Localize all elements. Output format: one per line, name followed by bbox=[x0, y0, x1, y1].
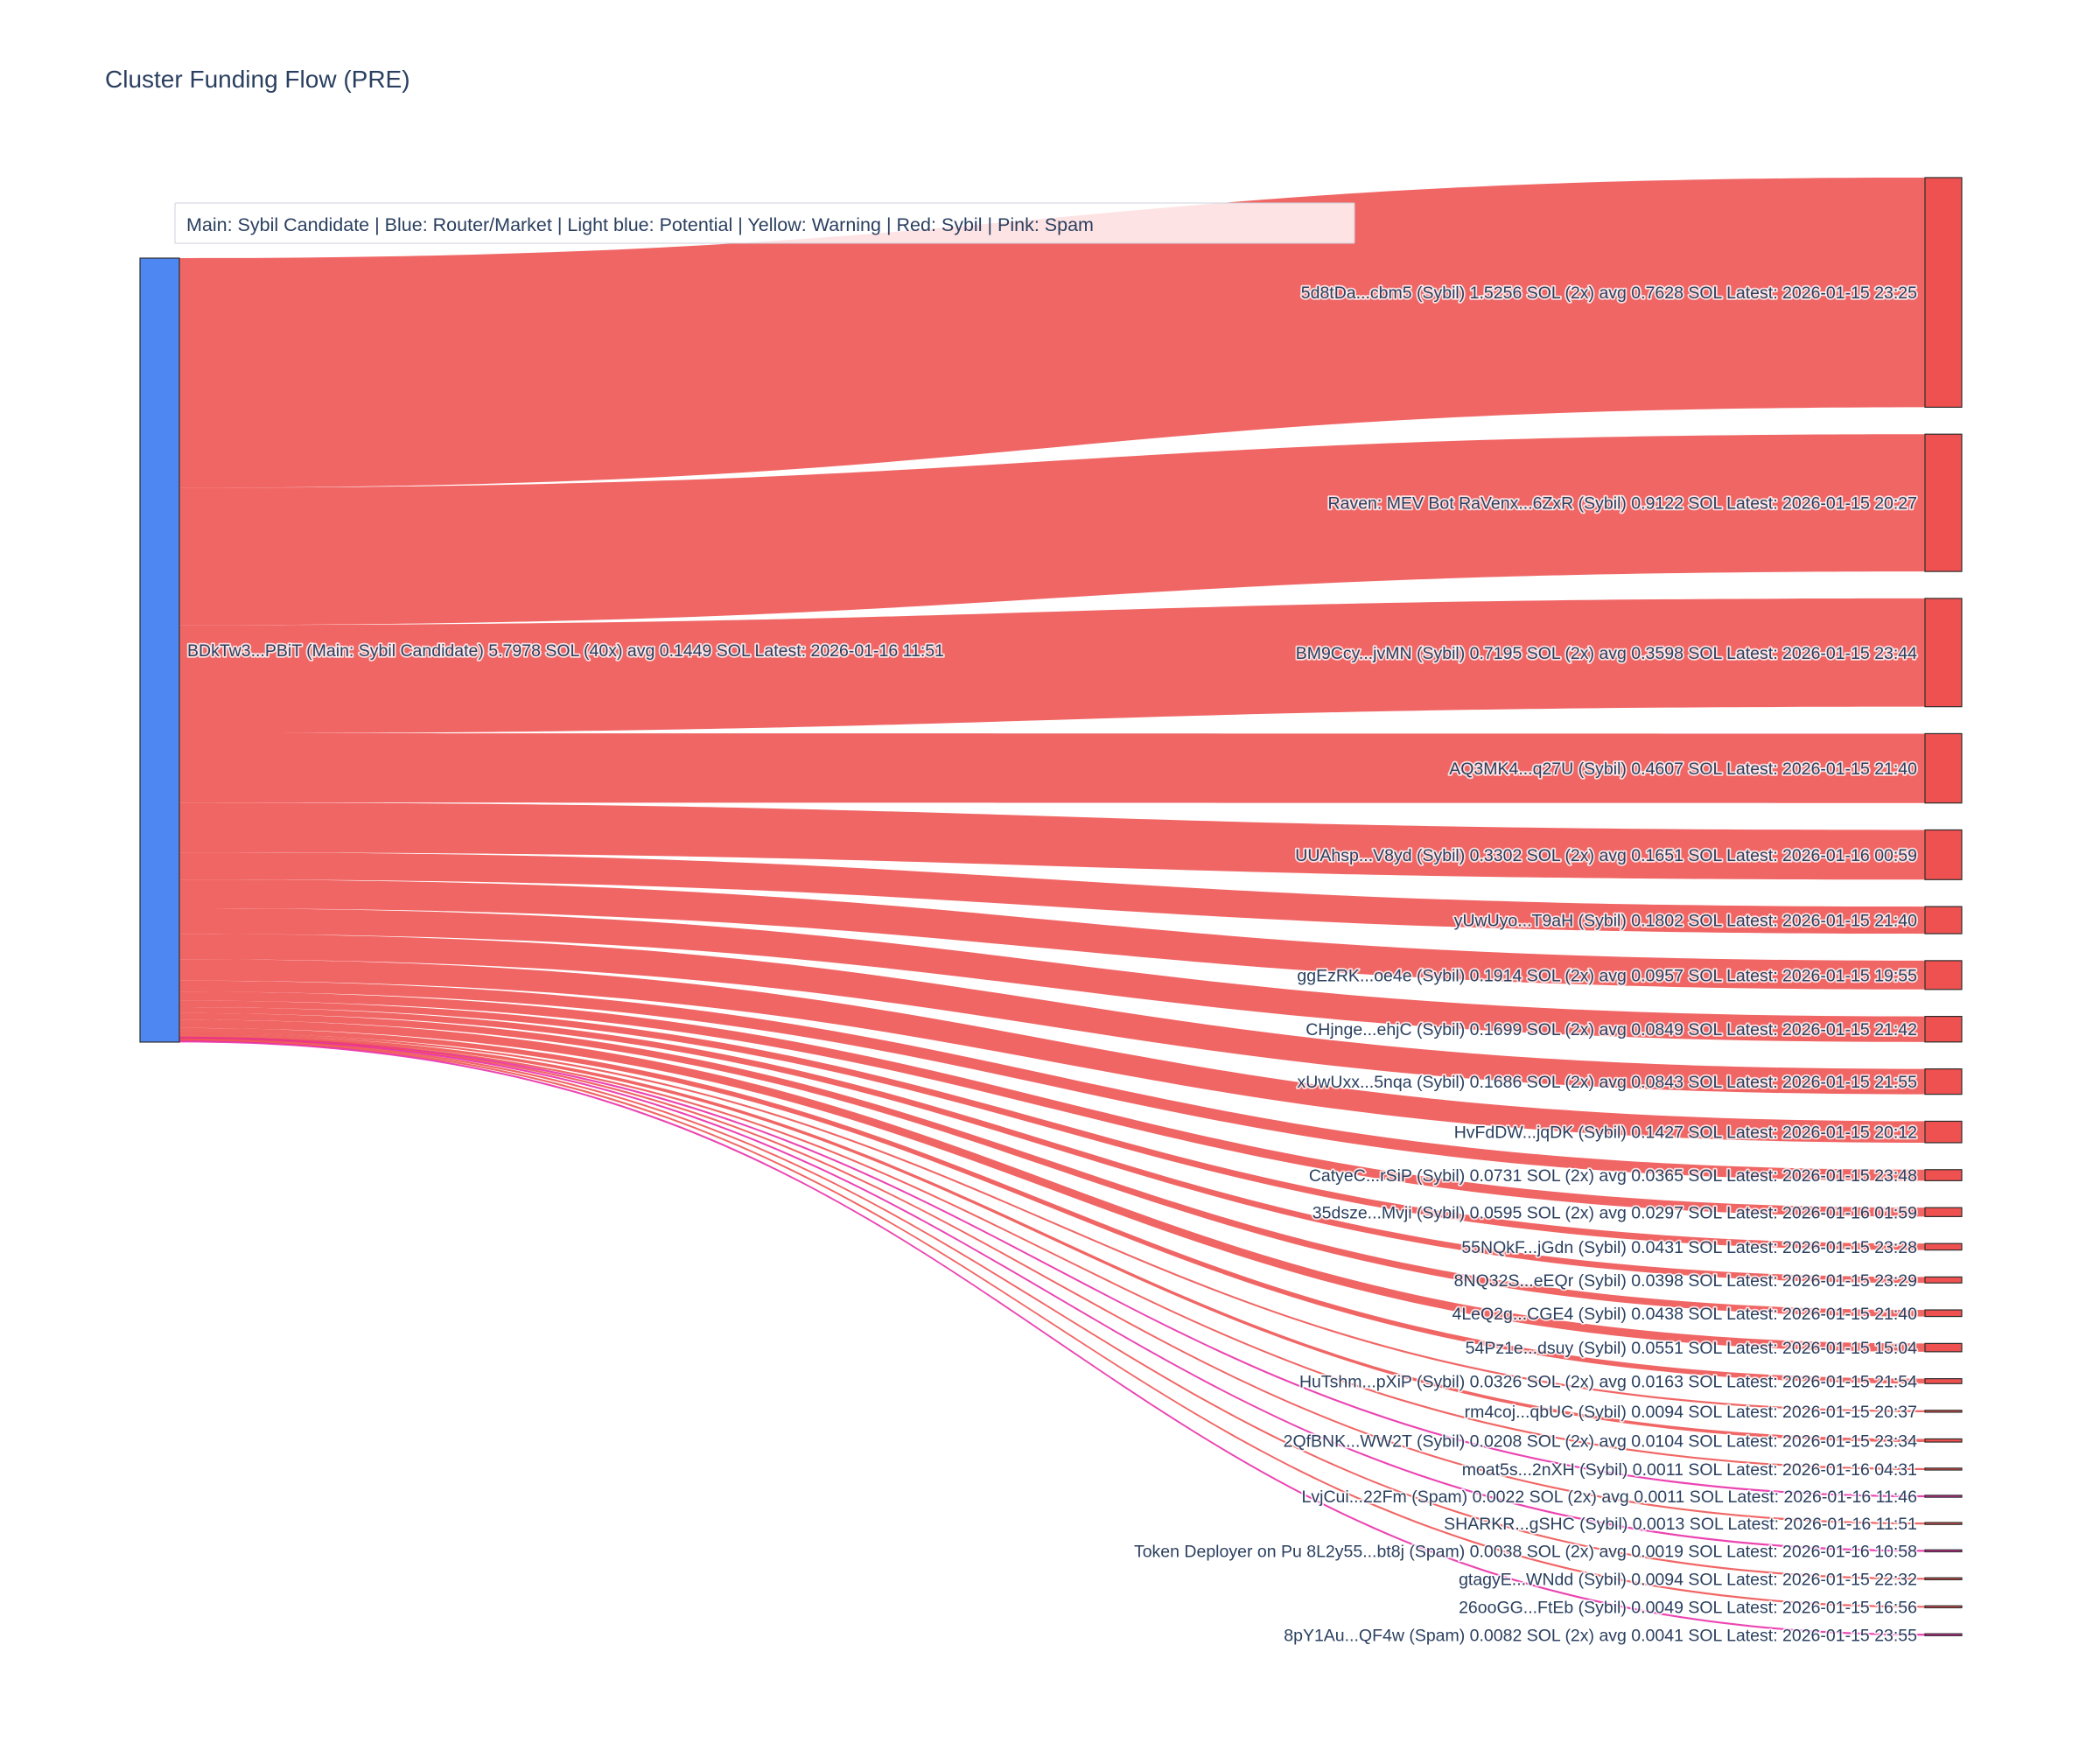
sankey-link[interactable] bbox=[179, 1034, 1925, 1443]
sankey-link[interactable] bbox=[179, 934, 1925, 1095]
sankey-node-target[interactable] bbox=[1924, 732, 1963, 804]
target-node-label: CatyeC...rSiP (Sybil) 0.0731 SOL (2x) av… bbox=[1309, 1166, 1917, 1186]
sankey-link[interactable] bbox=[179, 1032, 1925, 1412]
sankey-link[interactable] bbox=[179, 852, 1925, 934]
target-node-label: moat5s...2nXH (Sybil) 0.0011 SOL Latest:… bbox=[1462, 1460, 1917, 1480]
sankey-node-target[interactable] bbox=[1924, 1494, 1963, 1498]
target-node-label: 26ooGG...FtEb (Sybil) 0.0049 SOL Latest:… bbox=[1459, 1598, 1917, 1617]
sankey-link[interactable] bbox=[179, 1019, 1925, 1352]
target-node-label: gtagyE...WNdd (Sybil) 0.0094 SOL Latest:… bbox=[1459, 1570, 1917, 1589]
sankey-link[interactable] bbox=[179, 598, 1925, 734]
sankey-node-source[interactable] bbox=[139, 257, 180, 1043]
links-layer bbox=[179, 178, 1925, 1636]
target-node-label: AQ3MK4...q27U (Sybil) 0.4607 SOL Latest:… bbox=[1449, 760, 1917, 779]
target-node-label: CHjnge...ehjC (Sybil) 0.1699 SOL (2x) av… bbox=[1306, 1020, 1917, 1040]
sankey-link[interactable] bbox=[179, 1036, 1925, 1498]
target-node-label: 54Pz1e...dsuy (Sybil) 0.0551 SOL Latest:… bbox=[1466, 1339, 1918, 1358]
sankey-node-target[interactable] bbox=[1924, 433, 1963, 572]
sankey-node-target[interactable] bbox=[1924, 1068, 1963, 1096]
sankey-node-target[interactable] bbox=[1924, 829, 1963, 880]
target-node-label: ggEzRK...oe4e (Sybil) 0.1914 SOL (2x) av… bbox=[1297, 966, 1917, 985]
sankey-link[interactable] bbox=[179, 1038, 1925, 1580]
target-node-label: Token Deployer on Pu 8L2y55...bt8j (Spam… bbox=[1134, 1542, 1917, 1561]
sankey-node-target[interactable] bbox=[1924, 1438, 1963, 1443]
target-node-label: Raven: MEV Bot RaVenx...6ZxR (Sybil) 0.9… bbox=[1328, 494, 1917, 514]
sankey-link[interactable] bbox=[179, 1040, 1925, 1608]
target-node-label: xUwUxx...5nqa (Sybil) 0.1686 SOL (2x) av… bbox=[1297, 1073, 1917, 1092]
target-node-label: HuTshm...pXiP (Sybil) 0.0326 SOL (2x) av… bbox=[1299, 1372, 1917, 1391]
source-node-label: BDkTw3...PBiT (Main: Sybil Candidate) 5.… bbox=[187, 641, 944, 661]
sankey-node-target[interactable] bbox=[1924, 1410, 1963, 1413]
sankey-node-target[interactable] bbox=[1924, 598, 1963, 708]
target-node-label: SHARKR...gSHC (Sybil) 0.0013 SOL Latest:… bbox=[1444, 1515, 1917, 1534]
sankey-node-target[interactable] bbox=[1924, 1207, 1963, 1217]
sankey-link[interactable] bbox=[179, 908, 1925, 1042]
sankey-node-target[interactable] bbox=[1924, 177, 1963, 409]
sankey-link[interactable] bbox=[179, 1000, 1925, 1250]
sankey-node-target[interactable] bbox=[1924, 1016, 1963, 1043]
target-node-label: HvFdDW...jqDK (Sybil) 0.1427 SOL Latest:… bbox=[1454, 1124, 1917, 1143]
sankey-link[interactable] bbox=[179, 1037, 1925, 1525]
target-node-label: 35dsze...Mvji (Sybil) 0.0595 SOL (2x) av… bbox=[1312, 1203, 1917, 1222]
sankey-node-target[interactable] bbox=[1924, 1522, 1963, 1525]
target-node-label: 8NQ32S...eEQr (Sybil) 0.0398 SOL Latest:… bbox=[1454, 1271, 1917, 1291]
sankey-link[interactable] bbox=[179, 434, 1925, 626]
sankey-node-target[interactable] bbox=[1924, 1242, 1963, 1251]
sankey-node-target[interactable] bbox=[1924, 1605, 1963, 1609]
sankey-link[interactable] bbox=[179, 991, 1925, 1217]
sankey-node-target[interactable] bbox=[1924, 1549, 1963, 1553]
sankey-link[interactable] bbox=[179, 1036, 1925, 1471]
sankey-node-target[interactable] bbox=[1924, 960, 1963, 990]
target-node-label: rm4coj...qbUC (Sybil) 0.0094 SOL Latest:… bbox=[1465, 1403, 1917, 1422]
labels-layer: BDkTw3...PBiT (Main: Sybil Candidate) 5.… bbox=[186, 282, 1919, 1647]
sankey-node-target[interactable] bbox=[1924, 906, 1963, 934]
sankey-link[interactable] bbox=[179, 1027, 1925, 1384]
sankey-link[interactable] bbox=[179, 980, 1925, 1181]
legend: Main: Sybil Candidate | Blue: Router/Mar… bbox=[174, 202, 1355, 244]
target-node-label: 8pY1Au...QF4w (Spam) 0.0082 SOL (2x) avg… bbox=[1284, 1626, 1917, 1645]
target-node-label: 2QfBNK...WW2T (Sybil) 0.0208 SOL (2x) av… bbox=[1284, 1432, 1918, 1451]
sankey-link[interactable] bbox=[179, 1040, 1925, 1636]
target-node-label: LvjCui...22Fm (Spam) 0.0022 SOL (2x) avg… bbox=[1302, 1488, 1917, 1507]
sankey-link[interactable] bbox=[179, 178, 1925, 488]
sankey-link[interactable] bbox=[179, 1006, 1925, 1284]
sankey-node-target[interactable] bbox=[1924, 1577, 1963, 1581]
nodes-layer bbox=[139, 177, 1963, 1636]
sankey-node-target[interactable] bbox=[1924, 1169, 1963, 1181]
sankey-link[interactable] bbox=[179, 1012, 1925, 1317]
sankey-link[interactable] bbox=[179, 879, 1925, 990]
target-node-label: yUwUyo...T9aH (Sybil) 0.1802 SOL Latest:… bbox=[1454, 912, 1917, 931]
target-node-label: 55NQkF...jGdn (Sybil) 0.0431 SOL Latest:… bbox=[1461, 1238, 1917, 1257]
sankey-node-target[interactable] bbox=[1924, 1467, 1963, 1471]
legend-text: Main: Sybil Candidate | Blue: Router/Mar… bbox=[186, 214, 1094, 235]
sankey-node-target[interactable] bbox=[1924, 1378, 1963, 1384]
target-node-label: 5d8tDa...cbm5 (Sybil) 1.5256 SOL (2x) av… bbox=[1301, 284, 1917, 303]
sankey-node-target[interactable] bbox=[1924, 1276, 1963, 1284]
sankey-link[interactable] bbox=[179, 733, 1925, 803]
legend-box bbox=[174, 202, 1355, 244]
chart-title: Cluster Funding Flow (PRE) bbox=[105, 66, 410, 93]
sankey-link[interactable] bbox=[179, 1037, 1925, 1552]
sankey-link[interactable] bbox=[179, 959, 1925, 1143]
target-node-label: UUAhsp...V8yd (Sybil) 0.3302 SOL (2x) av… bbox=[1295, 846, 1917, 865]
target-node-label: BM9Ccy...jvMN (Sybil) 0.7195 SOL (2x) av… bbox=[1296, 644, 1917, 663]
sankey-node-target[interactable] bbox=[1924, 1633, 1963, 1636]
sankey-node-target[interactable] bbox=[1924, 1120, 1963, 1144]
target-node-label: 4LeQ2g...CGE4 (Sybil) 0.0438 SOL Latest:… bbox=[1452, 1305, 1917, 1324]
sankey-node-target[interactable] bbox=[1924, 1342, 1963, 1353]
sankey-link[interactable] bbox=[179, 802, 1925, 880]
sankey-node-target[interactable] bbox=[1924, 1309, 1963, 1318]
